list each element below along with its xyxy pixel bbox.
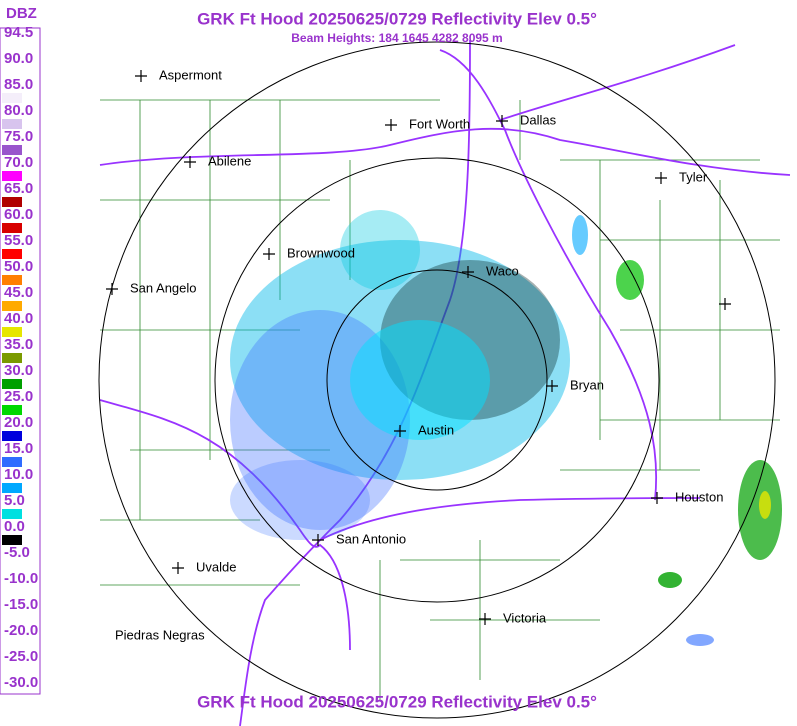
legend-swatch: [2, 67, 22, 77]
legend-label: 40.0: [4, 310, 33, 327]
city-marker: [312, 534, 324, 546]
legend-label: 85.0: [4, 76, 33, 93]
legend-swatch: [2, 93, 22, 103]
city-label: Tyler: [679, 169, 708, 184]
legend-label: -25.0: [4, 648, 38, 665]
legend-swatch: [2, 249, 22, 259]
city-label: Waco: [486, 263, 519, 278]
city-label: Aspermont: [159, 67, 222, 82]
map: Aspermont Abilene Fort Worth Dallas Tyler Bro…: [98, 39, 791, 726]
legend-swatch: [2, 587, 22, 597]
legend-label: 0.0: [4, 518, 25, 535]
legend-swatch: [2, 483, 22, 493]
city-label: Bryan: [570, 377, 604, 392]
city-marker: [106, 283, 118, 295]
legend-label: 80.0: [4, 102, 33, 119]
legend-swatch: [2, 639, 22, 649]
legend-label: 70.0: [4, 154, 33, 171]
legend-label: 65.0: [4, 180, 33, 197]
legend-label: -30.0: [4, 674, 38, 691]
legend-swatch: [2, 145, 22, 155]
legend-swatch: [2, 405, 22, 415]
legend-swatch: [2, 535, 22, 545]
city-label: Victoria: [503, 610, 547, 625]
county-lines: [100, 99, 780, 700]
legend-label: 15.0: [4, 440, 33, 457]
city-label: Houston: [675, 489, 723, 504]
legend-label: 50.0: [4, 258, 33, 275]
legend-swatch: [2, 379, 22, 389]
legend-label: -10.0: [4, 570, 38, 587]
city-marker: [651, 492, 663, 504]
city-label: Fort Worth: [409, 116, 470, 131]
subtitle: Beam Heights: 184 1645 4282 8095 m: [291, 31, 502, 45]
legend-swatch: [2, 327, 22, 337]
legend-label: -20.0: [4, 622, 38, 639]
legend-label: 10.0: [4, 466, 33, 483]
legend-swatch: [2, 509, 22, 519]
city-label: Austin: [418, 422, 454, 437]
legend-label: 75.0: [4, 128, 33, 145]
city-label: Dallas: [520, 112, 557, 127]
footer-title: GRK Ft Hood 20250625/0729 Reflectivity E…: [197, 692, 597, 711]
city-marker: [263, 248, 275, 260]
city-marker: [655, 172, 667, 184]
legend-label: 20.0: [4, 414, 33, 431]
legend-swatch: [2, 41, 22, 51]
legend-swatch: [2, 431, 22, 441]
highways: [99, 39, 791, 726]
city-marker: [496, 115, 508, 127]
legend-swatch: [2, 457, 22, 467]
legend-label: 30.0: [4, 362, 33, 379]
city-label: Abilene: [208, 153, 251, 168]
city-marker: [184, 156, 196, 168]
legend-swatch: [2, 353, 22, 363]
legend-label: 55.0: [4, 232, 33, 249]
legend-label: 45.0: [4, 284, 33, 301]
legend-label: 90.0: [4, 50, 33, 67]
legend-swatch: [2, 119, 22, 129]
title: GRK Ft Hood 20250625/0729 Reflectivity E…: [197, 9, 597, 28]
radar-echoes: [230, 210, 782, 646]
legend-label: 94.5: [4, 24, 33, 41]
city-marker: [394, 425, 406, 437]
city-label: San Antonio: [336, 531, 406, 546]
legend-label: 25.0: [4, 388, 33, 405]
city-label: Uvalde: [196, 559, 236, 574]
city-marker: [385, 119, 397, 131]
legend-swatch: [2, 613, 22, 623]
city-label: Brownwood: [287, 245, 355, 260]
legend-label: 35.0: [4, 336, 33, 353]
city-label: Piedras Negras: [115, 627, 205, 642]
city-marker: [719, 298, 731, 310]
legend-label: 60.0: [4, 206, 33, 223]
legend-swatch: [2, 275, 22, 285]
legend-label: -5.0: [4, 544, 30, 561]
range-rings: [98, 41, 776, 719]
legend-label: -15.0: [4, 596, 38, 613]
city-marker: [135, 70, 147, 82]
legend-unit: DBZ: [6, 5, 37, 22]
city-marker: [172, 562, 184, 574]
city-marker: [479, 613, 491, 625]
legend-swatch: [2, 665, 22, 675]
city-label: San Angelo: [130, 280, 197, 295]
legend-swatch: [2, 301, 22, 311]
legend-swatch: [2, 197, 22, 207]
city-marker: [546, 380, 558, 392]
legend-swatch: [2, 223, 22, 233]
legend-swatch: [2, 561, 22, 571]
legend-label: 5.0: [4, 492, 25, 509]
city-marker: [462, 266, 474, 278]
legend-swatch: [2, 171, 22, 181]
